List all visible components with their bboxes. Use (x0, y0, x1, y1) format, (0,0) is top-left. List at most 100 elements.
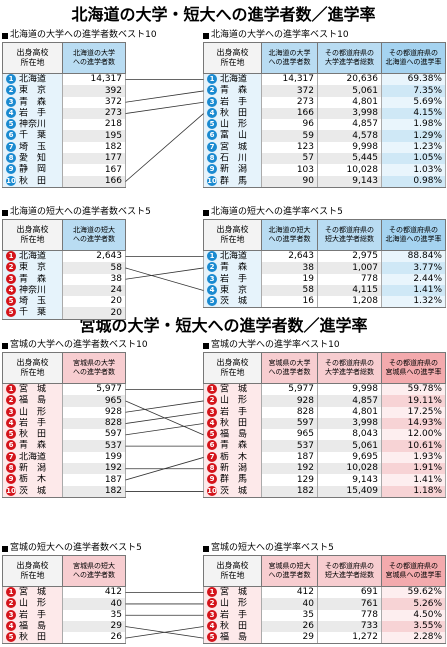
pref-name: 青 森 (220, 262, 248, 273)
table-row: 10 秋 田 166 (2, 175, 126, 188)
pref-cell: 1 北海道 (203, 250, 262, 263)
total-cell: 5,445 (317, 153, 382, 165)
count-cell: 192 (261, 463, 318, 475)
total-cell: 1,007 (317, 262, 382, 274)
total-cell: 1,208 (317, 296, 382, 309)
connector-line (125, 457, 204, 481)
col-header-pref: 出身高校 所在地 (2, 219, 63, 251)
rate-cell: 19.11% (381, 395, 446, 407)
total-cell: 778 (317, 273, 382, 285)
rank-badge: 1 (207, 384, 217, 394)
count-cell: 372 (261, 85, 318, 97)
pref-name: 青 森 (19, 274, 47, 285)
count-cell: 35 (261, 609, 318, 621)
rate-cell: 1.41% (381, 284, 446, 297)
rank-badge: 3 (207, 96, 217, 107)
count-cell: 195 (62, 130, 126, 142)
connector-line (125, 411, 204, 424)
pref-name: 新 潟 (220, 164, 248, 175)
count-cell: 273 (261, 96, 318, 108)
total-cell: 10,028 (317, 164, 382, 176)
pref-cell: 10 茨 城 (203, 485, 262, 498)
total-cell: 4,115 (317, 284, 382, 297)
connector-line (125, 400, 204, 413)
connector-line (125, 101, 204, 114)
mg-univ-rate-table: 出身高校 所在地 宮城県の大学 への進学者数 その都道府県の 大学進学者総数 その都道… (203, 352, 446, 498)
pref-name: 神奈川 (19, 285, 47, 296)
rate-cell: 1.41% (381, 474, 446, 486)
count-cell: 58 (261, 284, 318, 297)
pref-name: 群 馬 (220, 474, 248, 485)
col-header-count: 北海道の短大 への進学者数 (261, 219, 318, 251)
pref-name: 山 形 (19, 598, 47, 609)
rank-badge: 1 (6, 74, 16, 84)
total-cell: 20,636 (317, 73, 382, 86)
pref-name: 埼 玉 (19, 296, 47, 307)
rank-badge: 1 (207, 74, 217, 84)
rate-cell: 69.38% (381, 73, 446, 86)
rank-badge: 10 (6, 485, 16, 496)
count-cell: 38 (261, 262, 318, 274)
rate-cell: 0.98% (381, 175, 446, 188)
rank-badge: 2 (6, 395, 16, 406)
pref-name: 宮 城 (19, 587, 47, 598)
mg-univ-rate-subtitle: 宮城の大学への進学率ベスト10 (203, 340, 340, 351)
pref-name: 岩 手 (19, 108, 47, 119)
pref-name: 千 葉 (19, 307, 47, 318)
rank-badge: 3 (6, 273, 16, 284)
rank-badge: 5 (207, 632, 217, 643)
table-row: 1 北海道 14,317 (2, 73, 126, 86)
table-row: 10 茨 城 182 15,409 1.18% (203, 485, 446, 498)
rank-badge: 1 (207, 587, 217, 597)
total-cell: 5,061 (317, 440, 382, 452)
rank-badge: 2 (207, 598, 217, 609)
rank-badge: 4 (207, 620, 217, 631)
total-cell: 778 (317, 609, 382, 621)
pref-name: 宮 城 (19, 384, 47, 395)
pref-name: 宮 城 (220, 384, 248, 395)
count-cell: 19 (261, 273, 318, 285)
count-cell: 412 (261, 586, 318, 599)
pref-name: 富 山 (220, 130, 248, 141)
col-header-total: その都道府県の 短大進学者総数 (317, 555, 382, 587)
col-header-rate: その都道府県の 宮城県への進学率 (381, 555, 446, 587)
col-header-pref: 出身高校 所在地 (203, 42, 262, 74)
count-cell: 16 (261, 296, 318, 309)
count-cell: 2,643 (261, 250, 318, 263)
total-cell: 2,975 (317, 250, 382, 263)
pref-name: 静 岡 (19, 164, 47, 175)
total-cell: 691 (317, 586, 382, 599)
table-row: 1 北海道 2,643 2,975 88.84% (203, 250, 446, 263)
rank-badge: 6 (6, 440, 16, 451)
connector-line (125, 267, 204, 280)
count-cell: 2,643 (62, 250, 126, 263)
rank-badge: 9 (207, 164, 217, 175)
rank-badge: 4 (6, 284, 16, 295)
